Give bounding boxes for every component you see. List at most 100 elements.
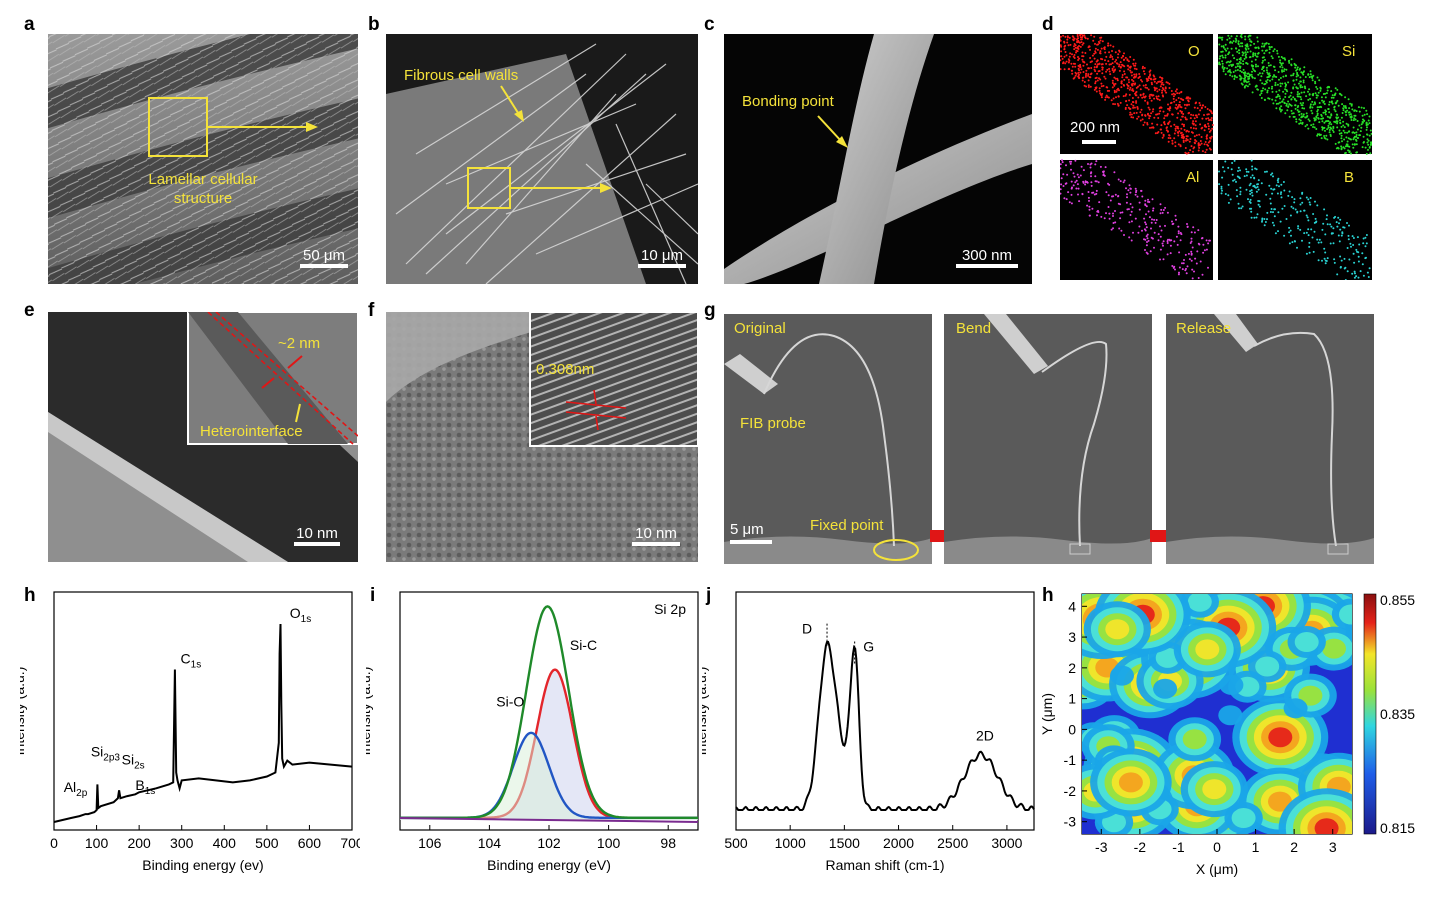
eds-map-o xyxy=(1060,34,1213,154)
heatmap-cells xyxy=(1082,594,1352,834)
x-axis-label: Raman shift (cm-1) xyxy=(825,857,944,873)
label-si-c: Si-C xyxy=(570,637,597,653)
colorbar-tick: 0.835 xyxy=(1380,706,1415,722)
panel-label-c: c xyxy=(704,14,715,35)
x-tick-label: 300 xyxy=(170,835,194,851)
chart-title-si2p: Si 2p xyxy=(654,601,686,617)
panel-label-d: d xyxy=(1042,14,1054,35)
raman-chart: Raman shift (cm-1) Intensity (a.u.) 500 100… xyxy=(702,591,1035,873)
panel-label-a: a xyxy=(24,14,35,35)
raman-line xyxy=(735,640,1035,811)
peak-label: G xyxy=(863,638,874,654)
x-tick-label: 3000 xyxy=(991,835,1022,851)
sem-texture-c: Bonding point 300 nm xyxy=(724,34,1032,284)
label-si-o: Si-O xyxy=(496,694,524,710)
eds-map-b xyxy=(1218,160,1372,280)
inset-thickness: ~2 nm xyxy=(278,335,320,352)
sem-texture-a: Lamellar cellular structure 50 μm xyxy=(48,34,358,284)
x-tick-label: 106 xyxy=(418,835,442,851)
peak-label: B1s xyxy=(135,777,155,797)
sem-image-fibrous: Fibrous cell walls 10 μm xyxy=(386,34,698,284)
survey-line xyxy=(53,623,353,823)
fib-frames: Original FIB probe Fixed point 5 μm Bend… xyxy=(724,314,1374,564)
scale-label-a: 50 μm xyxy=(303,247,345,264)
annotation-fibrous: Fibrous cell walls xyxy=(404,67,518,84)
x-tick-label: -1 xyxy=(1172,839,1185,855)
eds-label-o: O xyxy=(1188,43,1200,60)
panel-label-h2: h xyxy=(1042,585,1054,606)
sem-texture-b: Fibrous cell walls 10 μm xyxy=(386,34,698,284)
x-tick-label: -3 xyxy=(1095,839,1108,855)
scale-label-f: 10 nm xyxy=(635,525,677,542)
hrtem-texture-f: 0.308nm 10 nm xyxy=(386,312,698,562)
frame-label-original: Original xyxy=(734,320,786,337)
eds-maps: O Si Al B 200 nm xyxy=(1060,34,1372,280)
annotation-lamellar-2: structure xyxy=(174,190,232,207)
tem-image-e: ~2 nm Heterointerface 10 nm xyxy=(48,312,358,562)
sem-image-bonding: Bonding point 300 nm xyxy=(724,34,1032,284)
xps-si2p-chart: Binding energy (eV) Intensity (a.u.) 106 10… xyxy=(366,591,699,873)
annotation-bonding: Bonding point xyxy=(742,93,835,110)
panel-label-h: h xyxy=(24,585,36,606)
x-tick-label: 1000 xyxy=(775,835,806,851)
fib-frame-release xyxy=(1166,314,1374,564)
x-tick-label: 102 xyxy=(537,835,561,851)
eds-map-grid: O Si Al B 200 nm xyxy=(1060,34,1372,280)
peak-label: C1s xyxy=(181,651,202,671)
x-tick-label: 3 xyxy=(1329,839,1337,855)
eds-label-al: Al xyxy=(1186,169,1199,186)
panel-label-g: g xyxy=(704,300,716,321)
y-tick-label: 4 xyxy=(1068,598,1076,614)
x-tick-label: 0 xyxy=(1213,839,1221,855)
panel-label-j: j xyxy=(706,585,712,606)
plot-frame xyxy=(735,591,1035,831)
fixed-point-label: Fixed point xyxy=(810,517,884,534)
scale-label-c: 300 nm xyxy=(962,247,1012,264)
x-tick-label: 600 xyxy=(298,835,322,851)
inset-heterointerface: Heterointerface xyxy=(200,423,303,440)
y-tick-label: 3 xyxy=(1068,629,1076,645)
xps-survey-chart: Binding energy (ev) Intensity (a.u.) 0 100 2… xyxy=(20,591,360,873)
scale-label-g: 5 μm xyxy=(730,521,764,538)
scale-label-d: 200 nm xyxy=(1070,119,1120,136)
heatmap-chart: X (μm) Y (μm) -3 -2 -1 0 1 2 3 4 3 2 1 0 -1 -2 -3 0.855 0.… xyxy=(1040,592,1415,877)
y-tick-label: -1 xyxy=(1064,752,1077,768)
peak-label: Si2s xyxy=(122,751,145,771)
x-tick-label: 700 xyxy=(340,835,360,851)
peak-label: D xyxy=(802,621,812,637)
x-tick-label: 500 xyxy=(724,835,748,851)
x-tick-label: 100 xyxy=(597,835,621,851)
inset-spacing: 0.308nm xyxy=(536,361,594,378)
y-tick-label: -2 xyxy=(1064,783,1077,799)
colorbar xyxy=(1363,593,1377,835)
x-tick-label: 104 xyxy=(478,835,502,851)
y-axis-label: Intensity (a.u.) xyxy=(702,667,709,756)
x-tick-label: 2 xyxy=(1290,839,1298,855)
frame-label-release: Release xyxy=(1176,320,1231,337)
x-tick-label: 100 xyxy=(85,835,109,851)
panel-label-f: f xyxy=(368,300,375,321)
plot-frame xyxy=(53,591,353,831)
x-tick-label: 1500 xyxy=(829,835,860,851)
y-tick-label: 2 xyxy=(1068,660,1076,676)
x-tick-label: 2000 xyxy=(883,835,914,851)
eds-label-b: B xyxy=(1344,169,1354,186)
x-axis-label: Binding energy (ev) xyxy=(142,857,263,873)
peak-label: Si2p3 xyxy=(91,743,121,763)
panel-label-e: e xyxy=(24,300,35,321)
fib-frame-original xyxy=(724,314,932,564)
annotation-lamellar-1: Lamellar cellular xyxy=(148,171,257,188)
x-tick-label: -2 xyxy=(1134,839,1147,855)
x-axis-label: X (μm) xyxy=(1196,861,1238,877)
x-tick-label: 0 xyxy=(50,835,58,851)
peak-label: Al2p xyxy=(64,779,88,799)
x-tick-label: 400 xyxy=(213,835,237,851)
y-tick-label: 1 xyxy=(1068,691,1076,707)
y-axis-label: Intensity (a.u.) xyxy=(366,667,373,756)
scale-label-b: 10 μm xyxy=(641,247,683,264)
frame-label-bend: Bend xyxy=(956,320,991,337)
panel-label-i: i xyxy=(370,585,376,606)
fib-probe-label: FIB probe xyxy=(740,415,806,432)
fib-frame-bend xyxy=(944,314,1152,564)
x-tick-label: 1 xyxy=(1252,839,1260,855)
